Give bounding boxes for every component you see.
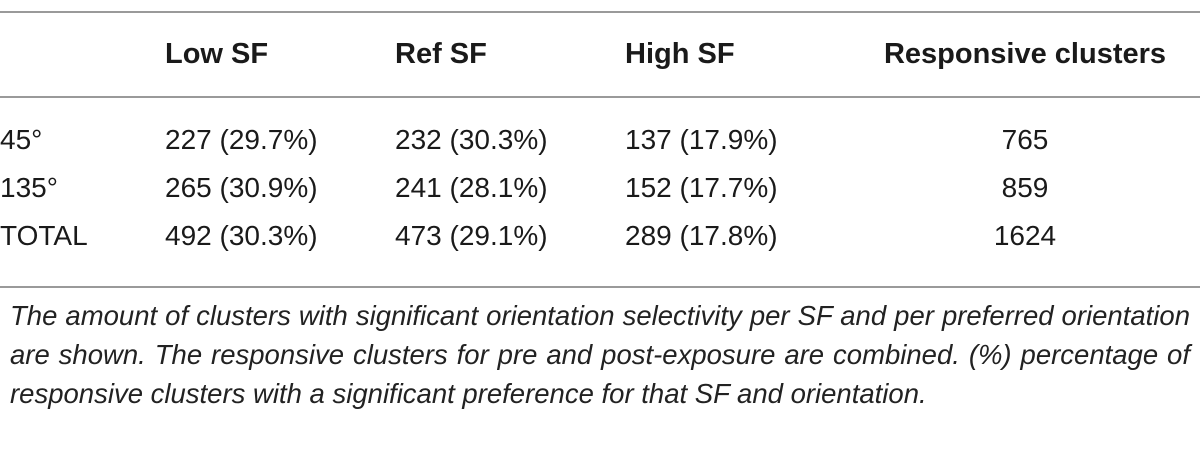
- header-row: Low SF Ref SF High SF Responsive cluster…: [0, 0, 1200, 96]
- cell-responsive: 859: [1001, 172, 1049, 203]
- cell-responsive: 1624: [993, 220, 1057, 251]
- cell-low-sf: 265 (30.9%): [165, 172, 318, 203]
- table-caption: The amount of clusters with significant …: [10, 300, 1190, 409]
- row-label: 135°: [0, 172, 58, 203]
- top-rule: [0, 11, 1200, 13]
- table-row: 135° 265 (30.9%) 241 (28.1%) 152 (17.7%)…: [0, 164, 1200, 212]
- cell-high-sf: 137 (17.9%): [625, 124, 778, 155]
- row-label: TOTAL: [0, 220, 88, 251]
- bottom-rule: [0, 286, 1200, 288]
- header-high-sf: High SF: [625, 37, 735, 70]
- row-label: 45°: [0, 124, 43, 155]
- header-cell-empty: [0, 0, 165, 96]
- header-low-sf: Low SF: [165, 37, 269, 70]
- header-ref-sf: Ref SF: [395, 37, 487, 70]
- cell-ref-sf: 232 (30.3%): [395, 124, 548, 155]
- cell-low-sf: 492 (30.3%): [165, 220, 318, 251]
- header-rule: [0, 96, 1200, 98]
- cell-high-sf: 289 (17.8%): [625, 220, 778, 251]
- cell-responsive: 765: [1001, 124, 1049, 155]
- cell-ref-sf: 473 (29.1%): [395, 220, 548, 251]
- table-row: 45° 227 (29.7%) 232 (30.3%) 137 (17.9%) …: [0, 96, 1200, 164]
- cell-high-sf: 152 (17.7%): [625, 172, 778, 203]
- header-responsive-clusters: Responsive clusters: [883, 37, 1167, 70]
- data-table: Low SF Ref SF High SF Responsive cluster…: [0, 0, 1200, 260]
- cell-low-sf: 227 (29.7%): [165, 124, 318, 155]
- table-row: TOTAL 492 (30.3%) 473 (29.1%) 289 (17.8%…: [0, 212, 1200, 260]
- cell-ref-sf: 241 (28.1%): [395, 172, 548, 203]
